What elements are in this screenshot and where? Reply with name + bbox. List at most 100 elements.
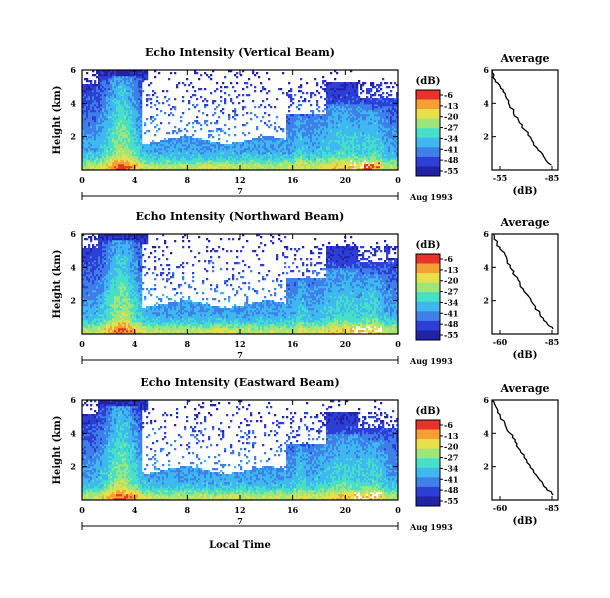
heatmap-cell [372, 106, 375, 109]
heatmap-cell [118, 108, 121, 111]
heatmap-cell [278, 142, 281, 145]
heatmap-cell [362, 110, 365, 113]
heatmap-cell [104, 150, 107, 153]
heatmap-cell [122, 84, 125, 87]
heatmap-cell [224, 156, 227, 159]
heatmap-cell [154, 164, 157, 167]
heatmap-cell [284, 148, 287, 151]
heatmap-cell [244, 140, 247, 143]
heatmap-cell [82, 106, 85, 109]
heatmap-cell [232, 142, 235, 145]
heatmap-cell [324, 142, 327, 145]
heatmap-cell [390, 162, 393, 165]
heatmap-cell [200, 154, 203, 157]
heatmap-cell [180, 152, 183, 155]
heatmap-cell [352, 124, 355, 127]
heatmap-cell [124, 104, 127, 107]
heatmap-cell [348, 104, 351, 107]
heatmap-cell [342, 166, 345, 169]
heatmap-cell [128, 138, 131, 141]
heatmap-cell [226, 154, 229, 157]
heatmap-cell [292, 120, 295, 123]
heatmap-cell [288, 136, 291, 139]
heatmap-cell [396, 134, 399, 137]
heatmap-cell [170, 140, 173, 143]
heatmap-cell [114, 116, 117, 119]
heatmap-cell [104, 94, 107, 97]
heatmap-cell [394, 120, 397, 123]
heatmap-cell [88, 114, 91, 117]
heatmap-cell [324, 108, 327, 111]
heatmap-cell [302, 132, 305, 135]
heatmap-cell [340, 94, 343, 97]
heatmap-cell [292, 132, 295, 135]
heatmap-cell [126, 106, 129, 109]
heatmap-cell [110, 126, 113, 129]
heatmap-cell [308, 158, 311, 161]
heatmap-cell [318, 134, 321, 137]
heatmap-cell [96, 164, 99, 167]
heatmap-cell [390, 112, 393, 115]
heatmap-cell [114, 90, 117, 93]
heatmap-cell [110, 120, 113, 123]
heatmap-cell [194, 72, 197, 75]
heatmap-cell [96, 120, 99, 123]
heatmap-cell [358, 148, 361, 151]
heatmap-cell [86, 168, 89, 171]
heatmap-cell [364, 148, 367, 151]
heatmap-cell [88, 138, 91, 141]
heatmap-cell [364, 132, 367, 135]
heatmap-cell [242, 132, 245, 135]
heatmap-cell [322, 138, 325, 141]
heatmap-cell [386, 118, 389, 121]
heatmap-cell [240, 74, 243, 77]
heatmap-cell [244, 124, 247, 127]
heatmap-cell [380, 146, 383, 149]
heatmap-cell [316, 158, 319, 161]
heatmap-cell [220, 100, 223, 103]
heatmap-cell [100, 138, 103, 141]
heatmap-cell [274, 144, 277, 147]
heatmap-cell [316, 116, 319, 119]
heatmap-cell [348, 160, 351, 163]
heatmap-cell [324, 124, 327, 127]
heatmap-cell [386, 128, 389, 131]
heatmap-cell [88, 156, 91, 159]
heatmap-cell [100, 130, 103, 133]
heatmap-cell [354, 132, 357, 135]
heatmap-cell [276, 138, 279, 141]
heatmap-cell [174, 130, 177, 133]
heatmap-cell [188, 108, 191, 111]
heatmap-cell [368, 100, 371, 103]
heatmap-cell [360, 118, 363, 121]
heatmap-cell [356, 132, 359, 135]
heatmap-cell [218, 104, 221, 107]
heatmap-cell [148, 148, 151, 151]
heatmap-cell [378, 142, 381, 145]
heatmap-cell [106, 112, 109, 115]
heatmap-cell [160, 146, 163, 149]
heatmap-cell [348, 106, 351, 109]
heatmap-cell [314, 160, 317, 163]
heatmap-cell [326, 152, 329, 155]
heatmap-cell [310, 146, 313, 149]
heatmap-cell [370, 138, 373, 141]
heatmap-cell [188, 156, 191, 159]
heatmap-cell [318, 138, 321, 141]
heatmap-cell [96, 132, 99, 135]
heatmap-cell [210, 134, 213, 137]
heatmap-cell [94, 168, 97, 171]
heatmap-cell [352, 154, 355, 157]
heatmap-cell [92, 138, 95, 141]
heatmap-cell [290, 134, 293, 137]
heatmap-cell [104, 120, 107, 123]
heatmap-cell [290, 136, 293, 139]
heatmap-cell [200, 140, 203, 143]
heatmap-cell [304, 136, 307, 139]
heatmap-cell [332, 122, 335, 125]
heatmap-cell [90, 152, 93, 155]
heatmap-cell [376, 146, 379, 149]
heatmap-cell [194, 156, 197, 159]
heatmap-cell [348, 112, 351, 115]
heatmap-cell [306, 154, 309, 157]
